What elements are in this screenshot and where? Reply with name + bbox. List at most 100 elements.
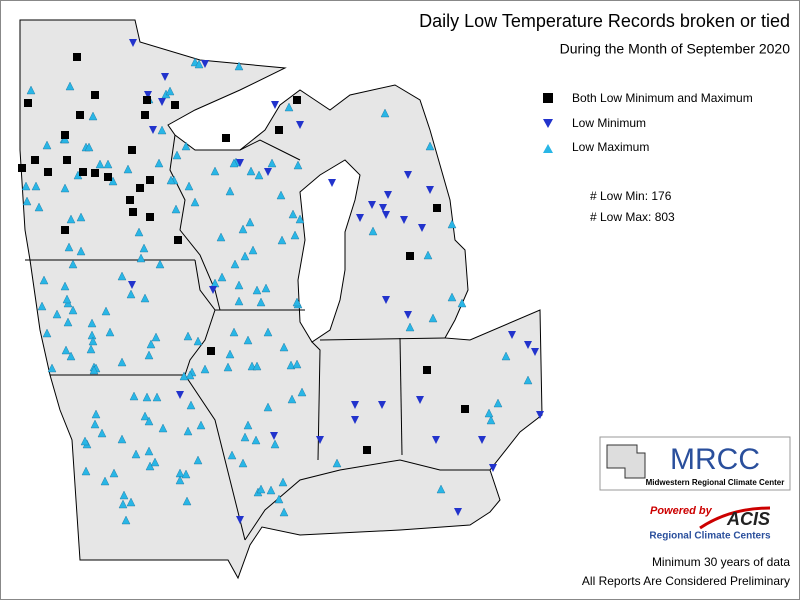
low-min-marker bbox=[144, 91, 152, 99]
low-min-marker bbox=[384, 191, 392, 199]
low-max-marker bbox=[146, 339, 156, 349]
low-max-marker bbox=[484, 408, 494, 418]
both-marker bbox=[136, 184, 144, 192]
low-max-marker bbox=[486, 415, 496, 425]
low-min-marker bbox=[382, 296, 390, 304]
low-max-marker bbox=[26, 85, 36, 95]
low-max-marker bbox=[194, 59, 204, 69]
low-max-marker bbox=[405, 322, 415, 332]
low-max-marker bbox=[126, 497, 136, 507]
border bbox=[184, 259, 246, 541]
low-max-marker bbox=[183, 331, 193, 341]
low-max-marker bbox=[37, 301, 47, 311]
low-max-marker bbox=[290, 230, 300, 240]
low-max-marker bbox=[229, 158, 239, 168]
both-marker bbox=[171, 101, 179, 109]
low-max-marker bbox=[144, 350, 154, 360]
legend: Both Low Minimum and Maximum Low Minimum… bbox=[543, 91, 753, 154]
low-max-marker bbox=[267, 158, 277, 168]
low-max-marker bbox=[140, 293, 150, 303]
low-max-marker bbox=[139, 243, 149, 253]
low-max-marker bbox=[158, 423, 168, 433]
low-min-marker bbox=[508, 331, 516, 339]
low-max-marker bbox=[76, 246, 86, 256]
both-marker bbox=[91, 169, 99, 177]
both-marker bbox=[141, 111, 149, 119]
low-max-marker bbox=[193, 336, 203, 346]
low-min-marker bbox=[531, 348, 539, 356]
both-marker bbox=[207, 347, 215, 355]
low-max-marker bbox=[243, 420, 253, 430]
low-max-marker bbox=[103, 159, 113, 169]
low-max-marker bbox=[171, 204, 181, 214]
low-max-marker bbox=[66, 351, 76, 361]
low-min-marker bbox=[378, 401, 386, 409]
low-max-marker bbox=[223, 362, 233, 372]
low-min-marker bbox=[209, 286, 217, 294]
low-max-marker bbox=[425, 141, 435, 151]
low-max-marker bbox=[151, 332, 161, 342]
legend-symbol bbox=[543, 144, 553, 153]
low-max-marker bbox=[100, 476, 110, 486]
low-max-marker bbox=[175, 475, 185, 485]
low-max-marker bbox=[254, 170, 264, 180]
low-max-marker bbox=[68, 259, 78, 269]
low-max-marker bbox=[68, 305, 78, 315]
low-max-marker bbox=[193, 455, 203, 465]
low-max-marker bbox=[229, 327, 239, 337]
low-max-marker bbox=[297, 387, 307, 397]
both-marker bbox=[24, 99, 32, 107]
low-max-marker bbox=[142, 392, 152, 402]
low-min-marker bbox=[236, 159, 244, 167]
low-max-marker bbox=[261, 283, 271, 293]
legend-label: Low Maximum bbox=[572, 140, 649, 154]
low-max-marker bbox=[166, 175, 176, 185]
logo-map bbox=[606, 444, 646, 479]
both-marker bbox=[174, 236, 182, 244]
both-marker bbox=[44, 168, 52, 176]
both-marker bbox=[433, 204, 441, 212]
logo-subtext: Midwestern Regional Climate Center bbox=[646, 478, 785, 487]
low-max-marker bbox=[368, 226, 378, 236]
both-marker bbox=[104, 173, 112, 181]
footer-note: All Reports Are Considered Preliminary bbox=[582, 574, 790, 588]
low-max-marker bbox=[523, 375, 533, 385]
low-min-marker bbox=[236, 516, 244, 524]
both-marker bbox=[275, 126, 283, 134]
both-marker bbox=[126, 196, 134, 204]
low-max-marker bbox=[140, 411, 150, 421]
legend-symbol bbox=[543, 93, 553, 103]
low-max-marker bbox=[31, 181, 41, 191]
both-marker bbox=[73, 53, 81, 61]
low-max-marker bbox=[288, 209, 298, 219]
low-max-marker bbox=[144, 446, 154, 456]
logo-swoosh bbox=[699, 506, 771, 530]
low-max-marker bbox=[234, 296, 244, 306]
low-max-marker bbox=[61, 345, 71, 355]
low-max-marker bbox=[62, 294, 72, 304]
low-min-marker bbox=[382, 211, 390, 219]
low-max-marker bbox=[76, 212, 86, 222]
both-marker bbox=[63, 156, 71, 164]
logo-text: Powered by bbox=[650, 505, 713, 517]
low-min-marker bbox=[524, 341, 532, 349]
low-max-marker bbox=[144, 416, 154, 426]
map bbox=[18, 19, 544, 580]
low-max-marker bbox=[117, 357, 127, 367]
low-max-marker bbox=[105, 327, 115, 337]
low-max-marker bbox=[47, 363, 57, 373]
low-min-marker bbox=[418, 224, 426, 232]
logo-text: ACIS bbox=[726, 509, 770, 529]
low-max-marker bbox=[234, 280, 244, 290]
low-max-marker bbox=[109, 468, 119, 478]
low-max-marker bbox=[182, 496, 192, 506]
low-max-marker bbox=[89, 365, 99, 375]
low-max-marker bbox=[256, 484, 266, 494]
low-max-marker bbox=[248, 245, 258, 255]
low-max-marker bbox=[152, 392, 162, 402]
low-min-marker bbox=[328, 179, 336, 187]
both-marker bbox=[129, 208, 137, 216]
low-min-marker bbox=[432, 436, 440, 444]
low-max-marker bbox=[292, 359, 302, 369]
low-max-marker bbox=[157, 125, 167, 135]
